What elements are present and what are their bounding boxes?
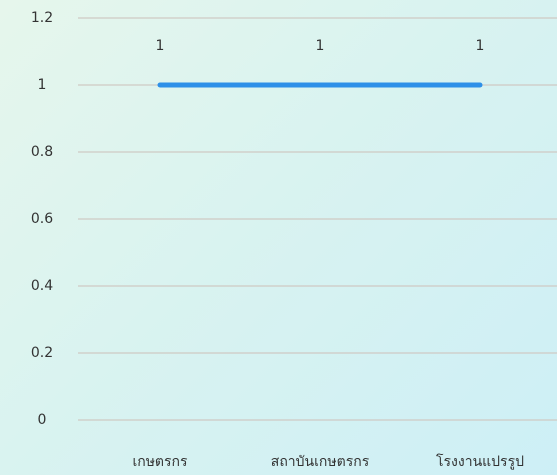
y-tick-label: 0.2: [31, 345, 53, 361]
y-tick-label: 0.8: [31, 144, 53, 160]
x-tick-label: เกษตรกร: [132, 454, 188, 470]
data-label: 1: [476, 38, 485, 54]
y-tick-label: 0: [38, 412, 47, 428]
x-tick-label: สถาบันเกษตรกร: [271, 454, 370, 470]
data-label: 1: [156, 38, 165, 54]
y-tick-label: 1.2: [31, 10, 53, 26]
y-tick-label: 0.6: [31, 211, 53, 227]
y-tick-label: 1: [38, 77, 47, 93]
y-tick-label: 0.4: [31, 278, 53, 294]
x-tick-label: โรงงานแปรรูป: [436, 453, 524, 470]
data-label: 1: [316, 38, 325, 54]
